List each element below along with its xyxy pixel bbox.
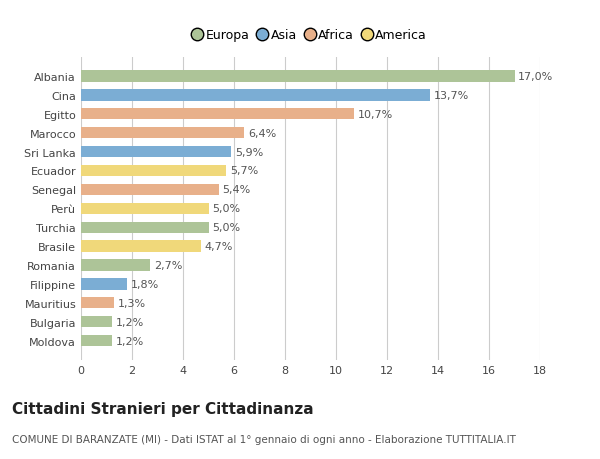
Text: 13,7%: 13,7% xyxy=(434,91,469,101)
Bar xyxy=(81,316,112,328)
Text: 17,0%: 17,0% xyxy=(518,72,554,82)
Text: 4,7%: 4,7% xyxy=(205,241,233,252)
Bar xyxy=(81,128,244,139)
Bar xyxy=(81,222,209,233)
Bar xyxy=(81,260,150,271)
Bar xyxy=(81,297,114,309)
Text: 5,4%: 5,4% xyxy=(223,185,251,195)
Text: 1,3%: 1,3% xyxy=(118,298,146,308)
Legend: Europa, Asia, Africa, America: Europa, Asia, Africa, America xyxy=(189,24,432,47)
Bar xyxy=(81,71,515,83)
Text: 5,0%: 5,0% xyxy=(212,204,241,214)
Bar xyxy=(81,90,430,101)
Text: 5,9%: 5,9% xyxy=(235,147,263,157)
Text: COMUNE DI BARANZATE (MI) - Dati ISTAT al 1° gennaio di ogni anno - Elaborazione : COMUNE DI BARANZATE (MI) - Dati ISTAT al… xyxy=(12,434,516,444)
Bar xyxy=(81,203,209,214)
Text: 6,4%: 6,4% xyxy=(248,129,276,138)
Text: 1,2%: 1,2% xyxy=(115,317,143,327)
Text: 5,0%: 5,0% xyxy=(212,223,241,233)
Bar xyxy=(81,185,219,196)
Text: 1,2%: 1,2% xyxy=(115,336,143,346)
Text: Cittadini Stranieri per Cittadinanza: Cittadini Stranieri per Cittadinanza xyxy=(12,402,314,417)
Bar xyxy=(81,279,127,290)
Bar xyxy=(81,146,232,158)
Text: 2,7%: 2,7% xyxy=(154,260,182,270)
Text: 10,7%: 10,7% xyxy=(358,110,393,119)
Bar xyxy=(81,241,201,252)
Bar xyxy=(81,165,226,177)
Text: 5,7%: 5,7% xyxy=(230,166,259,176)
Bar xyxy=(81,335,112,347)
Text: 1,8%: 1,8% xyxy=(131,280,159,289)
Bar xyxy=(81,109,354,120)
